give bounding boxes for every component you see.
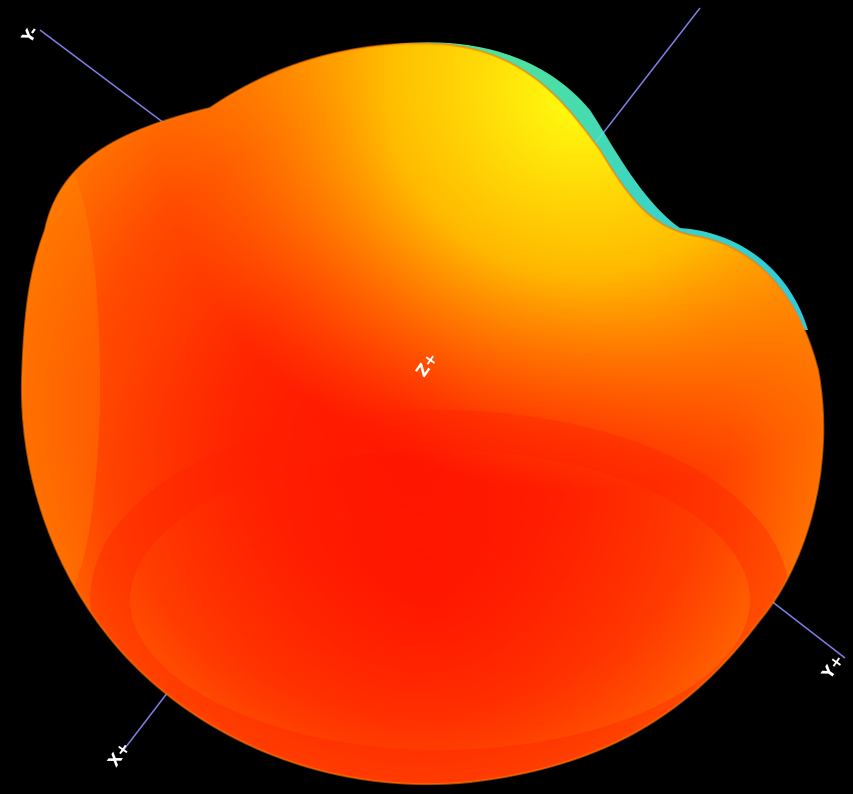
z-axis-back-line: [589, 7, 701, 151]
y-plus-axis-line: [769, 599, 846, 659]
x-plus-axis-line: [121, 691, 169, 753]
y-minus-axis-line: [39, 29, 181, 136]
axis-lines: [39, 7, 846, 753]
y-minus-label: Y-: [17, 22, 42, 47]
